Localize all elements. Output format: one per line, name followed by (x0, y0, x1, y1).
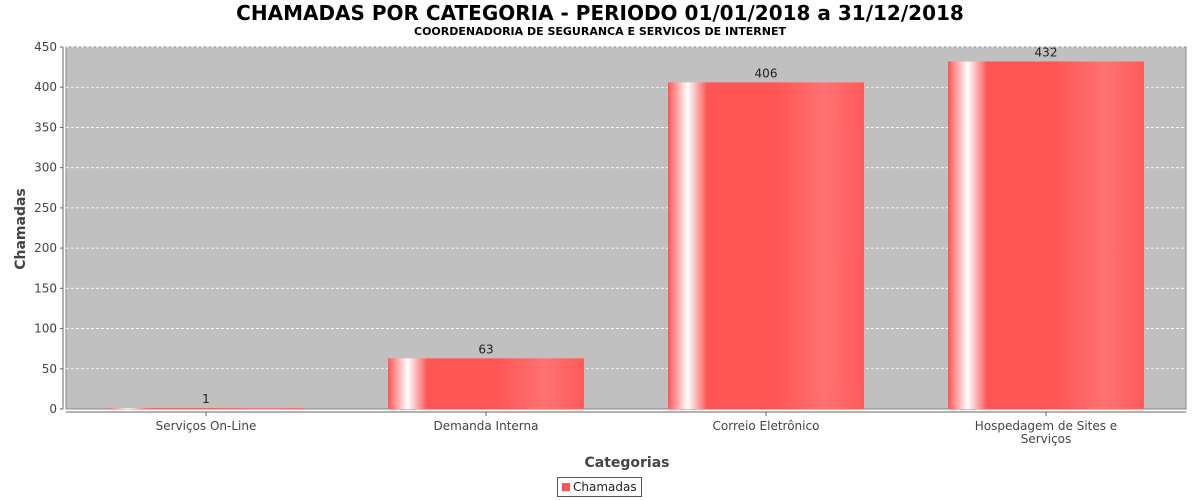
y-tick-label: 350 (34, 120, 57, 134)
y-tick-label: 300 (34, 161, 57, 175)
data-labels: 1 63 406 432 (202, 45, 1057, 406)
y-tick-label: 400 (34, 80, 57, 94)
legend-label: Chamadas (573, 480, 637, 494)
data-label: 63 (478, 342, 493, 356)
x-tick-label: Correio Eletrônico (713, 419, 820, 433)
legend: Chamadas (557, 477, 642, 497)
chart-title: CHAMADAS POR CATEGORIA - PERIODO 01/01/2… (236, 1, 964, 25)
x-tick-label: Serviços (1021, 432, 1072, 446)
x-tick-label: Serviços On-Line (156, 419, 257, 433)
bar (108, 408, 304, 410)
chart-subtitle: COORDENADORIA DE SEGURANCA E SERVICOS DE… (414, 25, 786, 38)
bar (668, 82, 864, 409)
bar (948, 61, 1144, 409)
x-tick-label: Demanda Interna (434, 419, 539, 433)
y-tick-label: 200 (34, 241, 57, 255)
y-tick-label: 100 (34, 322, 57, 336)
legend-swatch (562, 483, 570, 491)
y-tick-label: 50 (42, 362, 57, 376)
y-tick-label: 150 (34, 281, 57, 295)
y-axis-label: Chamadas (13, 188, 29, 270)
y-tick-label: 250 (34, 201, 57, 215)
gridlines (66, 46, 1186, 370)
x-axis-label: Categorias (584, 455, 669, 471)
y-axis: 0 50 100 150 200 250 300 350 400 450 (34, 40, 64, 416)
bar (388, 358, 584, 409)
x-tick-label: Hospedagem de Sites e (975, 419, 1117, 433)
y-tick-label: 0 (49, 402, 57, 416)
x-axis: Serviços On-Line Demanda Interna Correio E… (66, 411, 1186, 446)
data-label: 432 (1035, 45, 1058, 59)
data-label: 1 (202, 392, 210, 406)
data-label: 406 (755, 66, 778, 80)
y-tick-label: 450 (34, 40, 57, 54)
bars (108, 61, 1144, 410)
